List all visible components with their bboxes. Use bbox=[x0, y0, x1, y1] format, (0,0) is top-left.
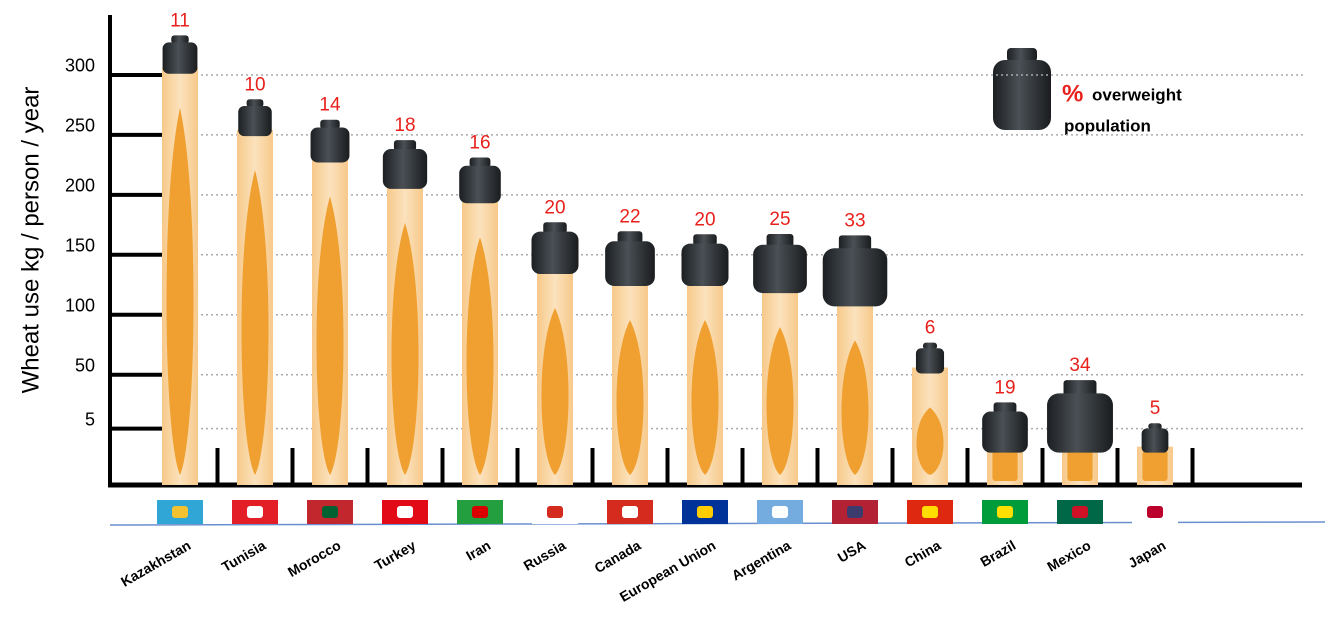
flag-detail bbox=[772, 506, 788, 518]
weight bbox=[459, 165, 501, 204]
y-tick-label: 200 bbox=[65, 176, 95, 196]
value-label: 34 bbox=[1069, 355, 1091, 376]
weight-knob bbox=[320, 119, 340, 130]
weight bbox=[822, 248, 888, 307]
wheat-head bbox=[841, 340, 869, 475]
value-label: 20 bbox=[694, 209, 715, 230]
weight bbox=[982, 411, 1028, 453]
y-tick-label: 5 bbox=[85, 409, 95, 429]
weight-knob bbox=[543, 222, 567, 234]
weight bbox=[238, 105, 272, 137]
weight-knob bbox=[993, 402, 1017, 414]
weight bbox=[310, 127, 350, 163]
flag-detail bbox=[1072, 506, 1088, 518]
wheat-head bbox=[1142, 450, 1168, 481]
legend-label: overweight bbox=[1092, 85, 1182, 104]
x-tick-label: China bbox=[902, 537, 944, 570]
wheat-head bbox=[616, 319, 644, 475]
y-tick-label: 50 bbox=[75, 355, 95, 375]
flag-detail bbox=[397, 506, 413, 518]
weight bbox=[753, 244, 807, 294]
flag-detail bbox=[622, 506, 638, 518]
weight bbox=[531, 231, 579, 274]
flag-detail bbox=[997, 506, 1013, 518]
weight-knob bbox=[617, 231, 643, 244]
x-tick-label: Morocco bbox=[285, 537, 344, 580]
flag-detail bbox=[172, 506, 188, 518]
weight-knob bbox=[393, 140, 417, 151]
weight-knob bbox=[922, 342, 938, 350]
value-label: 10 bbox=[244, 74, 265, 95]
wheat-head bbox=[316, 196, 344, 475]
weight-knob bbox=[693, 234, 717, 246]
weight bbox=[162, 42, 198, 74]
wheat-head bbox=[241, 170, 269, 475]
flag-detail bbox=[472, 506, 488, 518]
value-label: 25 bbox=[769, 209, 790, 230]
value-label: 5 bbox=[1150, 398, 1161, 419]
x-tick-label: Russia bbox=[521, 537, 569, 574]
flag-detail bbox=[1147, 506, 1163, 518]
value-label: 16 bbox=[469, 133, 490, 154]
flag-detail bbox=[247, 506, 263, 518]
value-label: 22 bbox=[619, 206, 640, 227]
x-tick-label: Tunisia bbox=[219, 537, 269, 575]
flag-detail bbox=[547, 506, 563, 518]
flag-detail bbox=[922, 506, 938, 518]
y-tick-label: 100 bbox=[65, 295, 95, 315]
weight bbox=[915, 348, 945, 374]
weight-knob bbox=[246, 99, 264, 108]
flag-detail bbox=[847, 506, 863, 518]
weight bbox=[1047, 393, 1113, 453]
weight-knob bbox=[469, 157, 491, 168]
wheat-head bbox=[1067, 450, 1093, 481]
weight-knob bbox=[766, 234, 794, 247]
flag-detail bbox=[697, 506, 713, 518]
flag-detail bbox=[322, 506, 338, 518]
value-label: 19 bbox=[994, 377, 1015, 398]
value-label: 18 bbox=[394, 115, 415, 136]
x-tick-label: Japan bbox=[1125, 537, 1168, 571]
value-label: 20 bbox=[544, 197, 565, 218]
value-label: 6 bbox=[925, 318, 936, 339]
y-tick-label: 150 bbox=[65, 236, 95, 256]
weight-knob bbox=[1148, 423, 1162, 430]
wheat-head bbox=[166, 107, 194, 476]
legend-weight-knob bbox=[1007, 48, 1037, 62]
x-tick-label: Iran bbox=[463, 537, 493, 564]
wheat-head bbox=[391, 222, 419, 475]
x-tick-label: Argentina bbox=[729, 537, 794, 584]
y-axis-label: Wheat use kg / person / year bbox=[17, 87, 44, 394]
wheat-head bbox=[466, 237, 494, 475]
x-tick-label: Turkey bbox=[371, 537, 418, 573]
weight bbox=[605, 241, 655, 286]
x-tick-label: Canada bbox=[592, 537, 644, 576]
wheat-head bbox=[766, 327, 794, 475]
wheat-head bbox=[541, 307, 569, 475]
x-tick-label: USA bbox=[835, 537, 869, 566]
value-label: 33 bbox=[844, 210, 865, 231]
y-tick-label: 250 bbox=[65, 116, 95, 136]
legend: % overweight population bbox=[993, 48, 1182, 135]
value-label: 11 bbox=[170, 10, 190, 31]
wheat-head bbox=[691, 319, 719, 475]
legend-label: population bbox=[1064, 116, 1151, 135]
legend-symbol: % bbox=[1062, 80, 1083, 107]
x-tick-label: Mexico bbox=[1044, 537, 1093, 575]
weight-knob bbox=[1063, 380, 1097, 396]
weight-knob bbox=[171, 35, 189, 44]
y-tick-label: 300 bbox=[65, 56, 95, 76]
weight bbox=[382, 148, 428, 189]
x-tick-label: Kazakhstan bbox=[118, 537, 193, 590]
wheat-head bbox=[916, 407, 944, 475]
wheat-head bbox=[992, 450, 1018, 481]
value-label: 14 bbox=[319, 95, 341, 116]
weight bbox=[1141, 428, 1169, 453]
weight bbox=[681, 243, 729, 286]
weight-knob bbox=[838, 235, 872, 251]
x-tick-label: Brazil bbox=[977, 537, 1018, 570]
legend-weight bbox=[993, 60, 1051, 130]
